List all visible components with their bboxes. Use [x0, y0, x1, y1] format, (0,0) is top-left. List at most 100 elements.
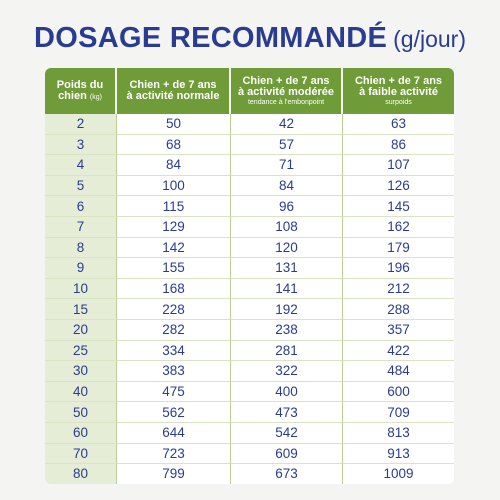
low-dose-cell: 600 — [343, 381, 454, 403]
normal-dose-cell: 142 — [117, 237, 231, 259]
moderate-dose-cell: 192 — [231, 299, 343, 320]
weight-cell: 80 — [45, 464, 117, 484]
moderate-dose-cell: 108 — [231, 216, 343, 238]
table-row: 10 168 141 212 — [45, 278, 454, 300]
low-dose-cell: 179 — [343, 237, 454, 259]
normal-dose-cell: 50 — [117, 114, 231, 135]
low-dose-cell: 913 — [343, 443, 454, 465]
header-low-sub: surpoids — [385, 98, 412, 106]
normal-dose-cell: 100 — [117, 175, 231, 197]
weight-cell: 8 — [45, 237, 117, 259]
moderate-dose-cell: 84 — [231, 175, 343, 197]
weight-cell: 25 — [45, 340, 117, 362]
normal-dose-cell: 228 — [117, 299, 231, 320]
weight-cell: 4 — [45, 155, 117, 176]
low-dose-cell: 126 — [343, 175, 454, 197]
title-main: DOSAGE RECOMMANDÉ — [34, 22, 388, 54]
low-dose-cell: 162 — [343, 216, 454, 238]
table-row: 6 115 96 145 — [45, 196, 454, 217]
header-row: Poids du chien (kg) Chien + de 7 ans à a… — [45, 68, 454, 114]
table-row: 40 475 400 600 — [45, 381, 454, 403]
weight-cell: 60 — [45, 422, 117, 444]
weight-cell: 20 — [45, 319, 117, 341]
moderate-dose-cell: 71 — [231, 155, 343, 176]
table-row: 25 334 281 422 — [45, 340, 454, 362]
weight-cell: 30 — [45, 361, 117, 382]
low-dose-cell: 709 — [343, 402, 454, 423]
low-dose-cell: 145 — [343, 196, 454, 217]
weight-cell: 2 — [45, 114, 117, 135]
weight-cell: 70 — [45, 443, 117, 465]
weight-cell: 40 — [45, 381, 117, 403]
header-normal-line1: Chien + de 7 ans — [129, 79, 217, 91]
table-row: 15 228 192 288 — [45, 299, 454, 320]
moderate-dose-cell: 281 — [231, 340, 343, 362]
moderate-dose-cell: 322 — [231, 361, 343, 382]
weight-cell: 9 — [45, 258, 117, 279]
weight-cell: 15 — [45, 299, 117, 320]
moderate-dose-cell: 42 — [231, 114, 343, 135]
normal-dose-cell: 129 — [117, 216, 231, 238]
low-dose-cell: 813 — [343, 422, 454, 444]
table-row: 80 799 673 1009 — [45, 464, 454, 484]
header-normal-activity: Chien + de 7 ans à activité normale — [117, 68, 231, 114]
table-row: 8 142 120 179 — [45, 237, 454, 259]
normal-dose-cell: 562 — [117, 402, 231, 423]
weight-cell: 3 — [45, 134, 117, 156]
header-normal-line2: à activité normale — [126, 90, 220, 102]
dosage-table: Poids du chien (kg) Chien + de 7 ans à a… — [45, 68, 454, 484]
moderate-dose-cell: 542 — [231, 422, 343, 444]
moderate-dose-cell: 609 — [231, 443, 343, 465]
normal-dose-cell: 475 — [117, 381, 231, 403]
low-dose-cell: 107 — [343, 155, 454, 176]
header-weight-unit: (kg) — [89, 93, 102, 101]
moderate-dose-cell: 473 — [231, 402, 343, 423]
low-dose-cell: 484 — [343, 361, 454, 382]
moderate-dose-cell: 238 — [231, 319, 343, 341]
low-dose-cell: 1009 — [343, 464, 454, 484]
moderate-dose-cell: 400 — [231, 381, 343, 403]
normal-dose-cell: 644 — [117, 422, 231, 444]
low-dose-cell: 63 — [343, 114, 454, 135]
table-row: 4 84 71 107 — [45, 155, 454, 176]
normal-dose-cell: 84 — [117, 155, 231, 176]
table-row: 20 282 238 357 — [45, 319, 454, 341]
low-dose-cell: 288 — [343, 299, 454, 320]
moderate-dose-cell: 131 — [231, 258, 343, 279]
table-row: 5 100 84 126 — [45, 175, 454, 197]
low-dose-cell: 212 — [343, 278, 454, 300]
normal-dose-cell: 723 — [117, 443, 231, 465]
table-row: 9 155 131 196 — [45, 258, 454, 279]
table-row: 30 383 322 484 — [45, 361, 454, 382]
table-row: 60 644 542 813 — [45, 422, 454, 444]
low-dose-cell: 422 — [343, 340, 454, 362]
header-low-line2: à faible activité — [359, 85, 438, 98]
moderate-dose-cell: 141 — [231, 278, 343, 300]
table-row: 3 68 57 86 — [45, 134, 454, 156]
table-row: 50 562 473 709 — [45, 402, 454, 423]
header-low-line1: Chien + de 7 ans — [354, 74, 443, 87]
table-row: 7 129 108 162 — [45, 216, 454, 238]
title-unit: (g/jour) — [393, 26, 466, 52]
normal-dose-cell: 115 — [117, 196, 231, 217]
normal-dose-cell: 334 — [117, 340, 231, 362]
low-dose-cell: 196 — [343, 258, 454, 279]
header-moderate-line2: à activité modérée — [238, 85, 334, 98]
weight-cell: 5 — [45, 175, 117, 197]
page-title: DOSAGE RECOMMANDÉ (g/jour) — [0, 22, 500, 55]
normal-dose-cell: 168 — [117, 278, 231, 300]
low-dose-cell: 86 — [343, 134, 454, 156]
moderate-dose-cell: 120 — [231, 237, 343, 259]
weight-cell: 50 — [45, 402, 117, 423]
moderate-dose-cell: 57 — [231, 134, 343, 156]
moderate-dose-cell: 96 — [231, 196, 343, 217]
header-low-activity: Chien + de 7 ans à faible activité surpo… — [343, 68, 454, 114]
normal-dose-cell: 68 — [117, 134, 231, 156]
weight-cell: 6 — [45, 196, 117, 217]
header-weight: Poids du chien (kg) — [45, 68, 117, 114]
table-row: 2 50 42 63 — [45, 114, 454, 135]
table-body: 2 50 42 63 3 68 57 86 4 84 71 107 5 100 84 126 6 115 96 145… — [45, 114, 454, 484]
weight-cell: 7 — [45, 216, 117, 238]
normal-dose-cell: 155 — [117, 258, 231, 279]
